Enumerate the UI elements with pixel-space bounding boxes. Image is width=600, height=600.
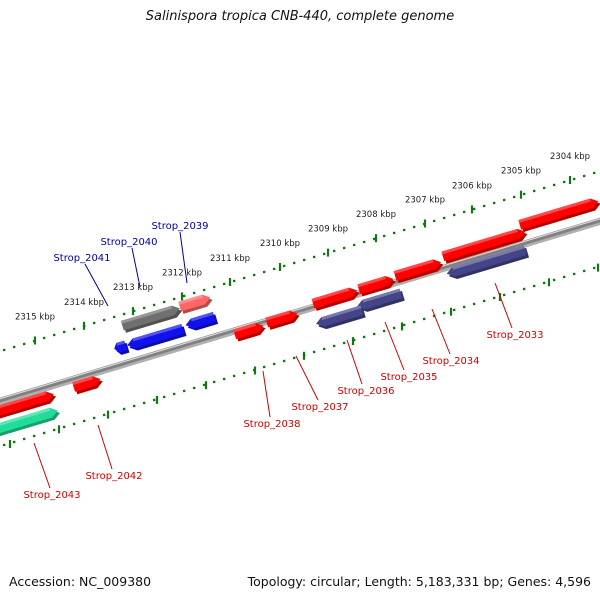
gene-label-Strop_2034[interactable]: Strop_2034	[422, 308, 480, 367]
gene-label-text[interactable]: Strop_2041	[53, 253, 110, 264]
gene-label-Strop_2037[interactable]: Strop_2037	[291, 355, 349, 413]
gene-label-Strop_2040[interactable]: Strop_2040	[100, 237, 158, 288]
gene-arrow	[72, 376, 103, 395]
gene-label-Strop_2042[interactable]: Strop_2042	[85, 424, 143, 482]
gene-arrow	[518, 198, 600, 233]
backbone-layer	[0, 217, 600, 406]
leader-line	[97, 424, 113, 470]
gene-label-text[interactable]: Strop_2034	[422, 356, 479, 367]
backbone-line	[0, 217, 600, 403]
gene-arrow	[356, 288, 405, 312]
kbp-tick-label: 2315 kbp	[15, 313, 55, 323]
gene-arrow	[311, 287, 360, 311]
gene-label-text[interactable]: Strop_2040	[100, 237, 157, 248]
kbp-tick-label: 2308 kbp	[356, 210, 396, 220]
kbp-tick-label: 2304 kbp	[550, 152, 590, 162]
gene-arrow	[114, 340, 130, 355]
leader-line	[431, 308, 451, 355]
gene-arrow	[0, 407, 60, 437]
gene-arrow	[233, 322, 266, 342]
gene-arrow	[446, 245, 530, 280]
gene-arrow	[441, 228, 528, 264]
leader-line	[84, 263, 109, 307]
leader-line	[262, 370, 271, 418]
leader-line	[384, 321, 405, 371]
gene-arrow	[127, 323, 187, 351]
kbp-tick-label: 2307 kbp	[405, 196, 445, 206]
gene-label-Strop_2043[interactable]: Strop_2043	[23, 442, 81, 501]
kbp-tick-label: 2305 kbp	[501, 167, 541, 177]
gene-label-Strop_2035[interactable]: Strop_2035	[380, 321, 438, 383]
gene-label-Strop_2033[interactable]: Strop_2033	[486, 282, 544, 341]
kbp-tick-label: 2312 kbp	[162, 268, 202, 278]
leader-line	[131, 247, 141, 288]
gene-label-text[interactable]: Strop_2037	[291, 402, 348, 413]
genome-summary: Topology: circular; Length: 5,183,331 bp…	[247, 574, 591, 589]
gene-label-text[interactable]: Strop_2036	[337, 386, 394, 397]
scale-layer: 2304 kbp 2305 kbp 2306 kbp 2307 kbp 2308 kbp…	[2, 152, 600, 448]
kbp-tick-label: 2309 kbp	[308, 225, 348, 235]
leader-line	[179, 231, 188, 284]
gene-arrow	[185, 311, 219, 331]
kbp-ticks: 2304 kbp 2305 kbp 2306 kbp 2307 kbp 2308 kbp…	[8, 152, 600, 448]
kbp-tick-label: 2306 kbp	[452, 181, 492, 191]
labels-layer: Strop_2033 Strop_2034 Strop_2035 Strop_2036…	[23, 221, 543, 501]
accession-text: Accession: NC_009380	[9, 574, 152, 589]
gene-arrow	[265, 310, 300, 330]
map-title: Salinispora tropica CNB-440, complete ge…	[145, 9, 455, 24]
gene-label-text[interactable]: Strop_2038	[243, 419, 300, 430]
backbone-highlight	[0, 218, 600, 400]
gene-arrow	[178, 294, 213, 314]
leader-line	[295, 355, 319, 401]
kbp-tick-label: 2311 kbp	[210, 254, 250, 264]
gene-label-text[interactable]: Strop_2035	[380, 372, 437, 383]
leader-line	[494, 282, 513, 329]
leader-line	[346, 339, 363, 385]
gene-arrow	[120, 305, 183, 333]
features-layer	[0, 198, 600, 437]
kbp-tick-label: 2313 kbp	[113, 283, 153, 293]
gene-label-Strop_2039[interactable]: Strop_2039	[151, 221, 209, 284]
gene-label-Strop_2038[interactable]: Strop_2038	[243, 370, 301, 430]
kbp-tick-label: 2314 kbp	[64, 298, 104, 308]
gene-arrow	[393, 259, 444, 284]
gene-arrow	[357, 276, 396, 297]
gene-label-text[interactable]: Strop_2043	[23, 490, 80, 501]
gene-label-text[interactable]: Strop_2033	[486, 330, 543, 341]
gene-label-Strop_2036[interactable]: Strop_2036	[337, 339, 395, 397]
leader-line	[33, 442, 51, 489]
gene-arrow	[0, 391, 56, 420]
gene-label-text[interactable]: Strop_2039	[151, 221, 208, 232]
gene-label-text[interactable]: Strop_2042	[85, 471, 142, 482]
gene-label-Strop_2041[interactable]: Strop_2041	[53, 253, 111, 307]
kbp-tick-label: 2310 kbp	[260, 239, 300, 249]
gene-arrow	[316, 305, 366, 330]
